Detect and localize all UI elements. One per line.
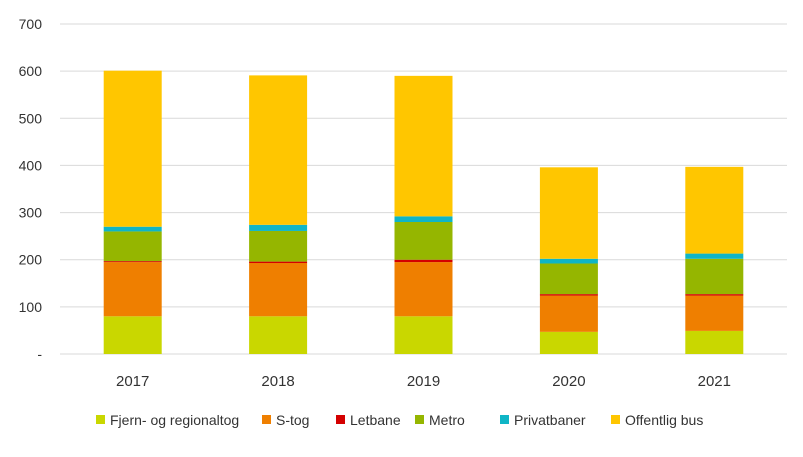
bar-segment bbox=[539, 295, 598, 332]
legend-item: Privatbaner bbox=[500, 412, 586, 428]
x-axis-tick-labels: 2017 2018 2019 2020 2021 bbox=[116, 373, 731, 390]
bar-segment bbox=[249, 263, 308, 317]
y-tick-label: 300 bbox=[19, 205, 43, 221]
y-axis-tick-labels: - 100 200 300 400 500 600 700 bbox=[19, 16, 43, 362]
x-tick-label: 2017 bbox=[116, 373, 149, 390]
bar-segment bbox=[685, 330, 744, 354]
bar-segment bbox=[685, 253, 744, 259]
legend-item: Metro bbox=[415, 412, 465, 428]
bars bbox=[103, 70, 744, 354]
y-tick-label: 600 bbox=[19, 63, 43, 79]
bar-segment bbox=[103, 226, 162, 232]
x-tick-label: 2019 bbox=[407, 373, 440, 390]
legend-label: Letbane bbox=[350, 412, 401, 428]
bar-segment bbox=[539, 258, 598, 264]
bar-segment bbox=[394, 75, 453, 217]
y-tick-label: 500 bbox=[19, 110, 43, 126]
bar-segment bbox=[249, 75, 308, 225]
bar-segment bbox=[394, 262, 453, 317]
bar-segment bbox=[539, 331, 598, 354]
bar-segment bbox=[394, 316, 453, 354]
x-tick-label: 2021 bbox=[698, 373, 731, 390]
legend-label: Offentlig bus bbox=[625, 412, 703, 428]
legend-item: Fjern- og regionaltog bbox=[96, 412, 239, 428]
legend-swatch bbox=[262, 415, 271, 424]
y-tick-label: - bbox=[37, 346, 42, 362]
bar-segment bbox=[685, 166, 744, 254]
legend-label: Metro bbox=[429, 412, 465, 428]
bar-segment bbox=[249, 261, 308, 264]
legend-label: S-tog bbox=[276, 412, 309, 428]
bar-segment bbox=[539, 263, 598, 295]
x-tick-label: 2020 bbox=[552, 373, 585, 390]
legend-swatch bbox=[336, 415, 345, 424]
y-tick-label: 200 bbox=[19, 252, 43, 268]
bar-segment bbox=[103, 231, 162, 262]
legend-item: Letbane bbox=[336, 412, 401, 428]
x-tick-label: 2018 bbox=[261, 373, 294, 390]
legend-label: Privatbaner bbox=[514, 412, 586, 428]
legend-swatch bbox=[415, 415, 424, 424]
bar-segment bbox=[103, 316, 162, 354]
legend-swatch bbox=[96, 415, 105, 424]
bar-segment bbox=[539, 294, 598, 296]
bar-segment bbox=[394, 216, 453, 222]
y-tick-label: 400 bbox=[19, 157, 43, 173]
bar-segment bbox=[249, 230, 308, 262]
bar-segment bbox=[685, 258, 744, 295]
bar-segment bbox=[103, 262, 162, 317]
legend-item: Offentlig bus bbox=[611, 412, 703, 428]
legend-item: S-tog bbox=[262, 412, 309, 428]
bar-segment bbox=[249, 316, 308, 354]
legend-label: Fjern- og regionaltog bbox=[110, 412, 239, 428]
bar-segment bbox=[539, 167, 598, 259]
bar-segment bbox=[685, 294, 744, 296]
bar-segment bbox=[394, 222, 453, 260]
bar-segment bbox=[249, 224, 308, 231]
y-tick-label: 100 bbox=[19, 299, 43, 315]
bar-segment bbox=[394, 259, 453, 263]
bar-segment bbox=[103, 70, 162, 227]
legend-swatch bbox=[611, 415, 620, 424]
legend-swatch bbox=[500, 415, 509, 424]
legend: Fjern- og regionaltog S-tog Letbane Metro Pr… bbox=[96, 412, 703, 428]
bar-segment bbox=[103, 261, 162, 263]
bar-segment bbox=[685, 295, 744, 331]
y-tick-label: 700 bbox=[19, 16, 43, 32]
